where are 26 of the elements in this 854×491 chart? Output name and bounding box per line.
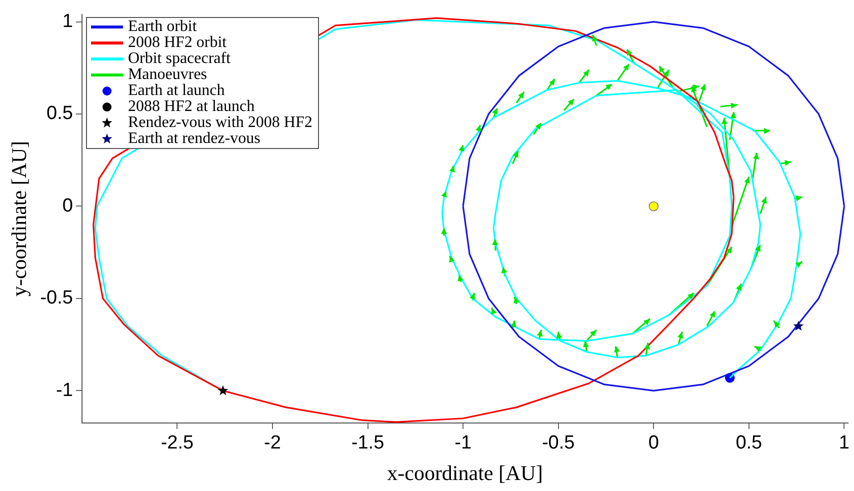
x-tick-label: -0.5 [542, 432, 575, 454]
x-tick-label: -2 [264, 432, 281, 454]
y-tick-label: -1 [56, 380, 73, 401]
legend-label: Manoeuvres [128, 66, 208, 84]
legend-label: Earth at launch [128, 82, 225, 100]
y-tick-label: 0 [62, 195, 73, 216]
legend-label: 2008 HF2 orbit [128, 34, 227, 52]
x-tick-label: -1 [454, 432, 472, 454]
y-tick-label: 1 [62, 11, 73, 32]
x-tick-label: 0 [648, 432, 659, 454]
legend-label: Orbit spacecraft [128, 50, 231, 68]
x-tick-label: 0.5 [736, 432, 762, 454]
point [648, 201, 659, 212]
x-axis-title: x-coordinate [AU] [387, 460, 543, 485]
x-tick-label: 1 [838, 432, 850, 454]
y-tick-label: 0.5 [46, 103, 73, 124]
legend-label: Earth at rendez-vous [128, 130, 260, 148]
point [793, 320, 804, 331]
legend-label: Earth orbit [128, 18, 197, 36]
y-axis-title: y-coordinate [AU] [7, 140, 32, 297]
legend-label: Rendez-vous with 2008 HF2 [128, 114, 312, 132]
x-tick-label: -1.5 [351, 432, 384, 454]
x-tick-label: -2.5 [160, 432, 194, 454]
point [218, 385, 228, 396]
legend-label: 2088 HF2 at launch [128, 98, 255, 116]
y-tick-label: -0.5 [40, 288, 73, 309]
